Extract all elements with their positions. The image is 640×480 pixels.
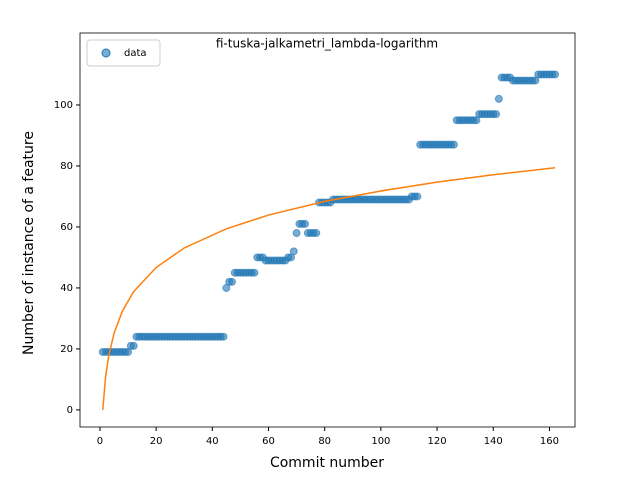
data-point [301, 219, 310, 228]
y-tick-label: 20 [60, 344, 73, 355]
data-point [492, 110, 501, 119]
x-tick-label: 160 [540, 436, 559, 447]
data-point [129, 341, 138, 350]
y-axis-label: Number of instance of a feature [21, 131, 37, 355]
chart-title: fi-tuska-jalkametri_lambda-logarithm [216, 37, 438, 51]
x-tick-label: 20 [150, 436, 163, 447]
x-tick-label: 40 [206, 436, 219, 447]
x-tick-label: 80 [318, 436, 331, 447]
fit-line [102, 167, 556, 410]
data-point [413, 192, 422, 201]
data-point [289, 247, 298, 256]
legend-marker [101, 48, 111, 58]
data-point [219, 332, 228, 341]
data-point [292, 229, 301, 238]
x-axis-label: Commit number [270, 455, 384, 471]
y-tick-label: 60 [60, 222, 73, 233]
data-point [250, 268, 259, 277]
data-point [227, 277, 236, 286]
y-tick-label: 0 [67, 405, 73, 416]
y-tick-label: 80 [60, 161, 73, 172]
x-tick-label: 60 [262, 436, 275, 447]
y-tick-label: 40 [60, 283, 73, 294]
data-point [551, 70, 560, 79]
data-point [494, 94, 503, 103]
x-tick-label: 0 [97, 436, 103, 447]
y-tick-label: 100 [54, 100, 73, 111]
plot-frame [79, 32, 576, 428]
x-tick-label: 140 [484, 436, 503, 447]
legend-label: data [124, 48, 147, 59]
data-point [449, 140, 458, 149]
legend-box [86, 39, 161, 67]
x-tick-label: 100 [371, 436, 390, 447]
x-tick-label: 120 [428, 436, 447, 447]
data-point [312, 229, 321, 238]
